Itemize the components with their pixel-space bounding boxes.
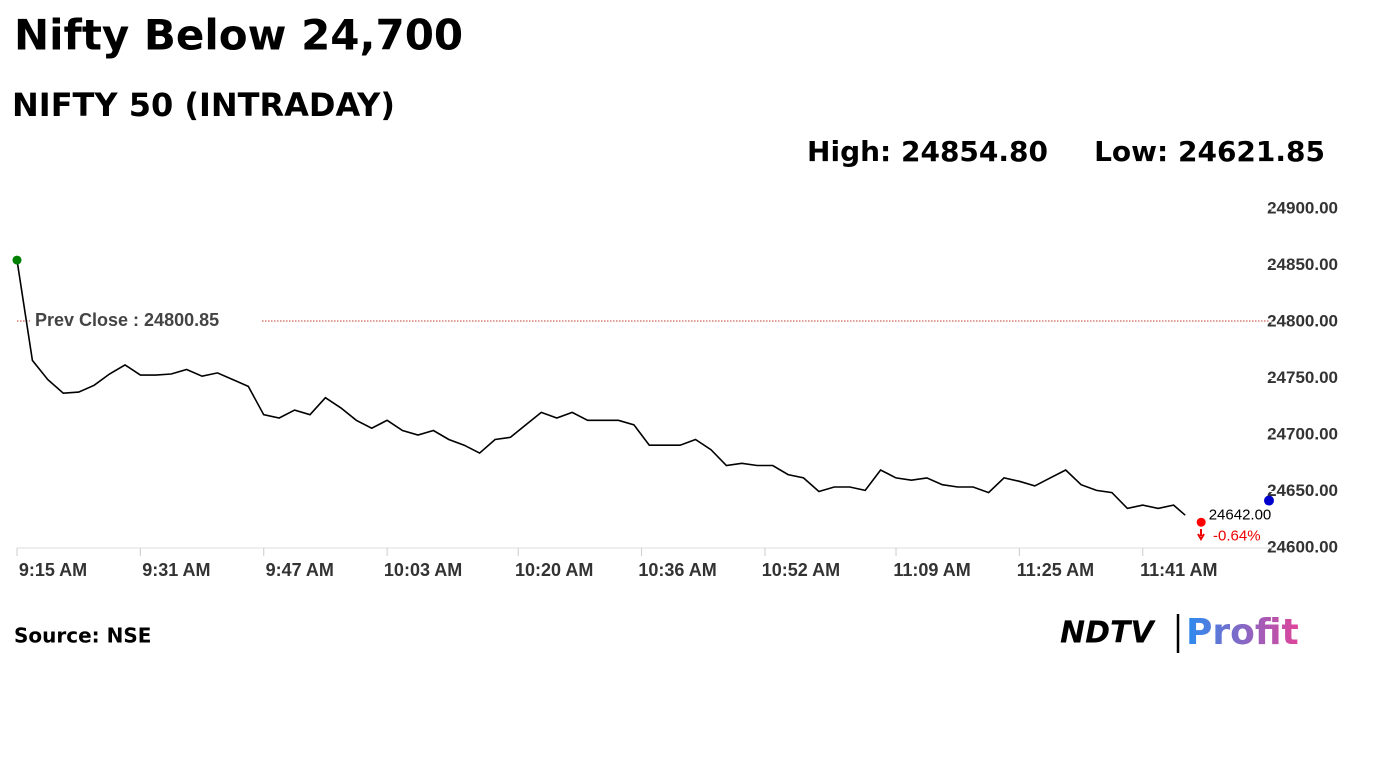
source: Source: NSE bbox=[14, 624, 151, 648]
x-tick-label: 9:31 AM bbox=[142, 560, 210, 580]
x-tick-label: 11:25 AM bbox=[1017, 560, 1094, 580]
y-tick-label: 24600.00 bbox=[1267, 537, 1338, 556]
y-tick-label: 24700.00 bbox=[1267, 424, 1338, 443]
x-tick-label: 10:36 AM bbox=[638, 560, 716, 580]
last-dot bbox=[1196, 517, 1206, 527]
current-label: 24642.00 bbox=[1209, 507, 1272, 524]
y-tick-label: 24900.00 bbox=[1267, 198, 1338, 217]
y-tick-label: 24750.00 bbox=[1267, 368, 1338, 387]
x-tick-label: 11:41 AM bbox=[1140, 560, 1217, 580]
x-tick-label: 10:03 AM bbox=[384, 560, 462, 580]
x-tick-label: 9:47 AM bbox=[266, 560, 334, 580]
chart-subtitle: NIFTY 50 (INTRADAY) bbox=[12, 86, 395, 124]
logo-ndtv: NDTV bbox=[1060, 616, 1156, 651]
chart-title: Nifty Below 24,700 bbox=[14, 11, 463, 60]
change-label: -0.64% bbox=[1213, 528, 1261, 545]
y-tick-label: 24650.00 bbox=[1267, 481, 1338, 500]
y-tick-label: 24850.00 bbox=[1267, 255, 1338, 274]
open-dot bbox=[12, 255, 22, 265]
x-tick-label: 9:15 AM bbox=[19, 560, 87, 580]
x-tick-label: 11:09 AM bbox=[893, 560, 970, 580]
prev-close-label: Prev Close : 24800.85 bbox=[35, 310, 219, 330]
low-label: Low: 24621.85 bbox=[1094, 135, 1325, 168]
y-tick-label: 24800.00 bbox=[1267, 311, 1338, 330]
change-arrow bbox=[1197, 529, 1205, 541]
high-label: High: 24854.80 bbox=[807, 135, 1048, 168]
price-line bbox=[16, 259, 1186, 516]
x-tick-label: 10:52 AM bbox=[762, 560, 840, 580]
x-tick-label: 10:20 AM bbox=[515, 560, 593, 580]
logo-profit: Profit bbox=[1186, 612, 1299, 653]
current-dot bbox=[1264, 495, 1274, 506]
